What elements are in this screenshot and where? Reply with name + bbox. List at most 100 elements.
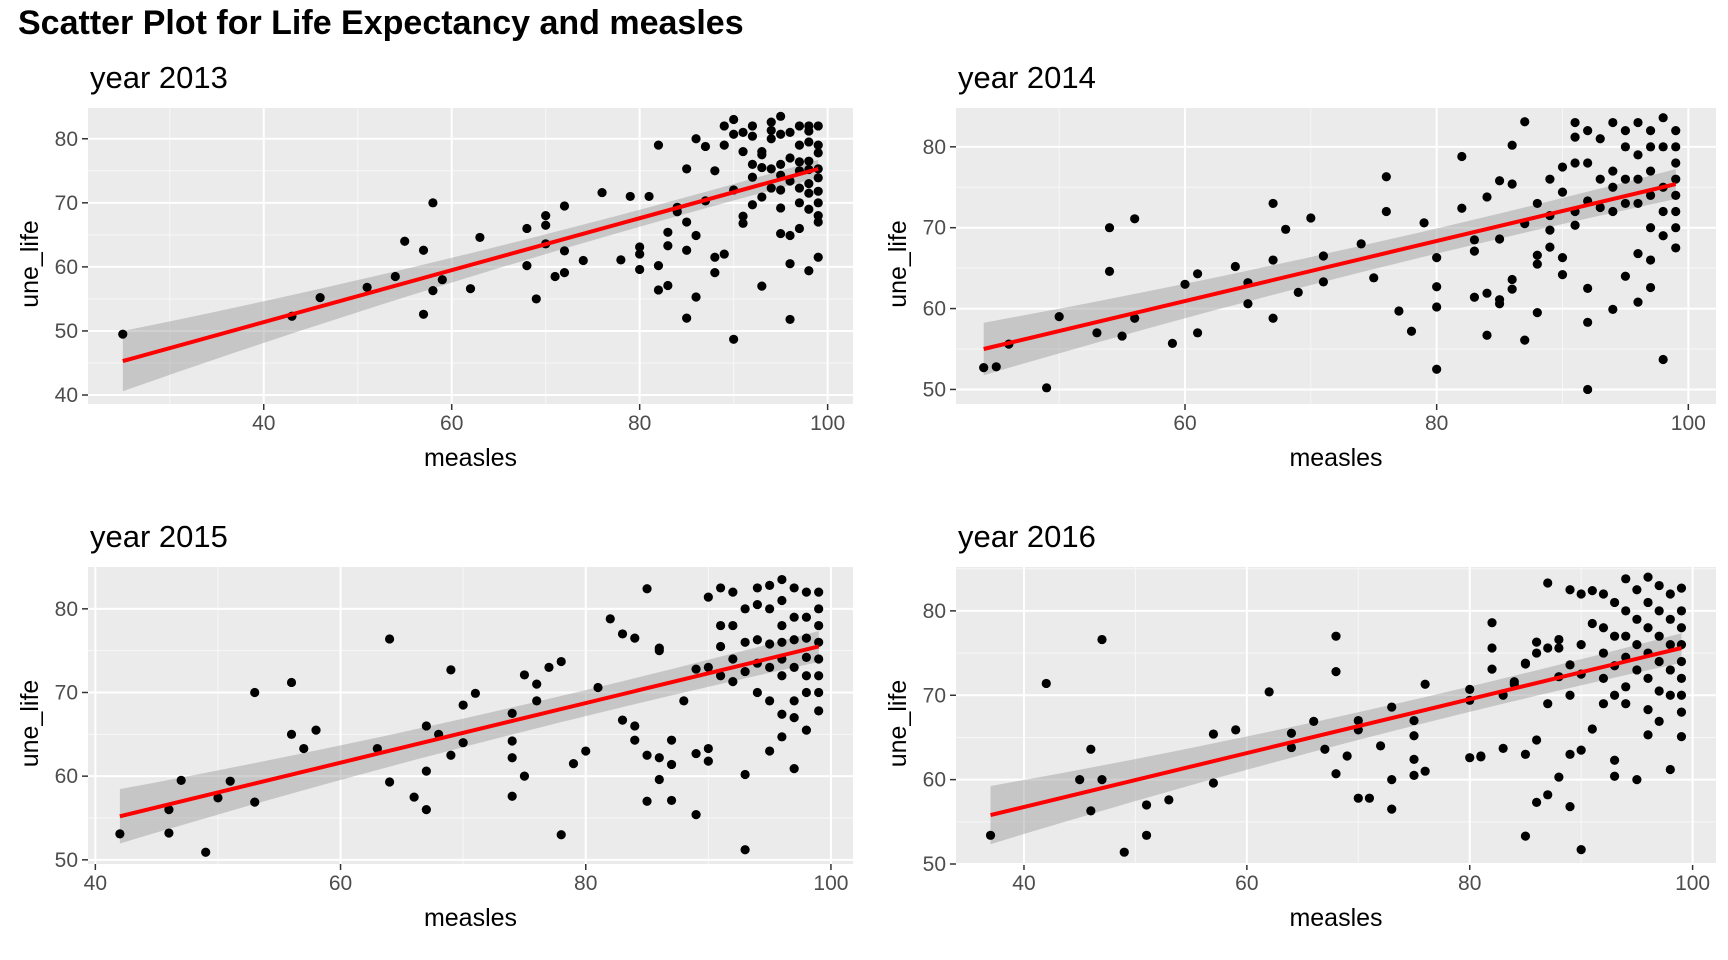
data-point xyxy=(418,309,429,319)
data-point xyxy=(1469,235,1480,245)
data-point xyxy=(728,677,738,687)
data-point xyxy=(814,706,824,716)
y-axis-label: une_life xyxy=(16,680,44,768)
data-point xyxy=(1654,580,1664,591)
data-point xyxy=(384,634,395,644)
data-point xyxy=(1608,304,1618,314)
data-point xyxy=(740,769,750,780)
data-point xyxy=(663,241,673,251)
data-point xyxy=(115,829,125,839)
data-point xyxy=(1576,640,1586,650)
data-point xyxy=(789,635,799,645)
data-point xyxy=(532,679,542,689)
x-tick-label: 100 xyxy=(813,872,848,895)
data-point xyxy=(1654,686,1664,696)
data-point xyxy=(1432,253,1442,263)
data-point xyxy=(776,185,786,195)
data-point xyxy=(813,140,823,150)
data-point xyxy=(1598,589,1609,599)
data-point xyxy=(421,805,431,815)
data-point xyxy=(1658,206,1668,217)
data-point xyxy=(418,245,429,255)
data-point xyxy=(1309,716,1319,727)
data-point xyxy=(1633,150,1643,160)
data-point xyxy=(559,246,570,256)
data-point xyxy=(1331,769,1341,779)
data-point xyxy=(1557,187,1568,197)
data-point xyxy=(1665,640,1675,650)
data-point xyxy=(1583,126,1593,136)
data-point xyxy=(738,146,748,157)
data-point xyxy=(1671,206,1681,217)
y-tick-label: 40 xyxy=(55,384,78,407)
data-point xyxy=(1531,637,1542,647)
data-point xyxy=(710,166,720,176)
data-point xyxy=(666,795,677,806)
x-tick-label: 60 xyxy=(1173,412,1196,435)
data-point xyxy=(740,845,750,855)
data-point xyxy=(752,583,762,593)
data-point xyxy=(789,712,799,723)
data-point xyxy=(703,756,713,766)
data-point xyxy=(785,259,795,269)
data-point xyxy=(428,285,438,296)
data-point xyxy=(765,580,775,591)
data-point xyxy=(1543,790,1553,800)
regression-line xyxy=(122,166,819,364)
data-point xyxy=(446,750,456,760)
data-point xyxy=(409,792,419,802)
data-point xyxy=(804,156,814,166)
data-point xyxy=(653,285,664,295)
data-point xyxy=(1469,246,1480,256)
data-point xyxy=(1419,218,1429,228)
data-point xyxy=(1545,242,1555,252)
data-point xyxy=(458,700,468,710)
data-point xyxy=(1104,266,1115,276)
data-point xyxy=(700,141,711,152)
data-point xyxy=(785,230,795,241)
data-point xyxy=(789,662,799,672)
data-point xyxy=(1595,202,1605,213)
data-point xyxy=(691,292,701,302)
data-point xyxy=(1632,775,1642,785)
data-point xyxy=(1342,751,1352,761)
data-point xyxy=(801,687,812,698)
data-point xyxy=(1208,778,1219,788)
data-point xyxy=(1457,151,1467,162)
data-point xyxy=(1665,665,1675,675)
data-point xyxy=(653,261,664,271)
data-point xyxy=(1141,830,1152,840)
panel-title: year 2015 xyxy=(90,519,228,554)
data-point xyxy=(804,188,814,198)
data-point xyxy=(1353,793,1363,803)
data-point xyxy=(1286,728,1297,738)
data-point xyxy=(1598,623,1609,633)
data-point xyxy=(740,604,750,614)
data-point xyxy=(1565,690,1575,700)
data-point xyxy=(804,179,814,189)
data-point xyxy=(1643,673,1653,683)
data-point xyxy=(777,574,787,585)
data-point xyxy=(1633,198,1643,209)
data-point xyxy=(1643,704,1653,715)
data-point xyxy=(1041,383,1052,393)
data-point xyxy=(470,688,481,698)
data-point xyxy=(1671,243,1681,253)
data-point xyxy=(747,172,758,182)
data-point xyxy=(715,671,726,681)
data-point xyxy=(559,268,570,278)
data-point xyxy=(814,587,824,597)
confidence-band xyxy=(119,631,819,844)
y-tick-label: 60 xyxy=(923,298,946,321)
data-point xyxy=(1532,198,1542,209)
data-point xyxy=(164,828,174,838)
data-point xyxy=(1570,117,1580,128)
data-point xyxy=(1320,744,1330,754)
data-point xyxy=(766,183,776,193)
data-point xyxy=(1356,239,1366,249)
data-point xyxy=(617,629,628,639)
data-point xyxy=(765,639,775,649)
data-point xyxy=(1520,335,1530,345)
data-point xyxy=(1576,745,1586,755)
x-axis-label: measles xyxy=(424,444,517,472)
